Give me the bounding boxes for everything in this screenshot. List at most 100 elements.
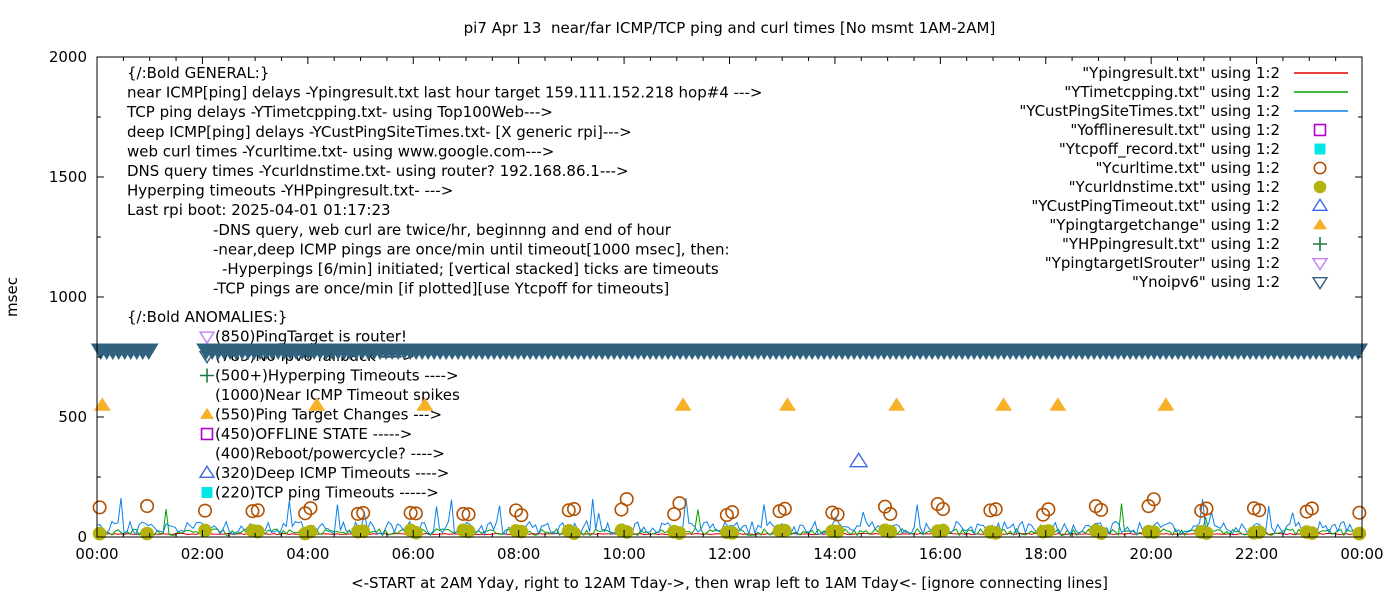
- marker-circle-open: [198, 503, 213, 518]
- marker-circle-open: [930, 497, 945, 512]
- marker-circle-filled: [409, 525, 423, 540]
- marker-circle-open: [1313, 161, 1327, 175]
- legend-label: "YTimetcpping.txt" using 1:2: [1064, 83, 1280, 101]
- x-tick-label: 02:00: [181, 545, 224, 563]
- legend-label: "YpingtargetISrouter" using 1:2: [1045, 254, 1280, 272]
- marker-circle-open: [1094, 502, 1109, 517]
- marker-circle-filled: [303, 524, 318, 539]
- legend: "Ypingresult.txt" using 1:2"YTimetcpping…: [1019, 64, 1348, 291]
- marker-circle-open: [245, 504, 260, 519]
- legend-label: "Ycurltime.txt" using 1:2: [1095, 159, 1280, 177]
- marker-circle-open: [1252, 503, 1267, 518]
- marker-circle-filled: [672, 526, 687, 540]
- anomaly-annotation-line: (450)OFFLINE STATE ----->: [215, 425, 412, 443]
- x-tick-label: 18:00: [1024, 545, 1067, 563]
- general-annotation-line: -near,deep ICMP pings are once/min until…: [213, 240, 730, 258]
- marker-circle-open: [1352, 505, 1367, 520]
- general-annotation-line: Hyperping timeouts -YHPpingresult.txt- -…: [127, 182, 453, 200]
- marker-circle-open: [356, 505, 371, 520]
- marker-circle-filled: [1313, 180, 1327, 194]
- noipv6-triangle: [138, 343, 159, 360]
- marker-circle-open: [672, 496, 687, 511]
- marker-circle-filled: [988, 526, 1003, 540]
- marker-triangle-filled: [1157, 397, 1175, 411]
- marker-circle-filled: [140, 526, 154, 541]
- y-tick-label: 2000: [49, 48, 87, 66]
- marker-circle-filled: [198, 523, 212, 538]
- series-YCustPingTimeout.txt: [848, 452, 869, 468]
- x-tick-label: 16:00: [919, 545, 962, 563]
- anomaly-annotation-line: {/:Bold ANOMALIES:}: [127, 308, 287, 326]
- marker-circle-filled: [1094, 526, 1108, 540]
- marker-circle-filled: [567, 526, 581, 541]
- marker-circle-open: [935, 501, 951, 517]
- series-Ynoipv6-band: [90, 343, 1369, 360]
- marker-circle-filled: [250, 524, 265, 539]
- anomaly-annotation-line: (1000)Near ICMP Timeout spikes: [215, 386, 460, 404]
- marker-circle-open: [566, 501, 582, 517]
- marker-circle-open: [508, 503, 524, 518]
- marker-circle-open: [1146, 492, 1161, 507]
- marker-circle-open: [456, 506, 471, 521]
- marker-circle-filled: [461, 524, 476, 539]
- marker-triangle-filled: [674, 397, 692, 411]
- anomaly-annotation-line: (320)Deep ICMP Timeouts ---->: [215, 464, 449, 482]
- marker-triangle-filled: [308, 397, 326, 411]
- marker-circle-open: [408, 506, 423, 521]
- marker-circle-open: [350, 506, 365, 521]
- marker-circle-open: [619, 492, 634, 507]
- marker-circle-open: [725, 505, 740, 520]
- marker-triangle-open: [198, 465, 216, 479]
- marker-circle-open: [403, 505, 418, 520]
- marker-circle-filled: [778, 523, 792, 538]
- marker-triangle-down-open: [1311, 276, 1329, 290]
- marker-circle-open: [830, 507, 845, 522]
- marker-square-filled: [1314, 143, 1326, 155]
- marker-circle-filled: [1352, 526, 1367, 541]
- annotations: {/:Bold GENERAL:} near ICMP[ping] delays …: [126, 64, 762, 502]
- marker-circle-filled: [1199, 526, 1214, 540]
- marker-circle-open: [92, 500, 107, 515]
- marker-circle-filled: [725, 526, 739, 540]
- y-tick-label: 0: [77, 528, 87, 546]
- y-tick-label: 1500: [49, 168, 87, 186]
- x-tick-label: 20:00: [1130, 545, 1173, 563]
- x-tick-label: 06:00: [392, 545, 435, 563]
- x-axis-label: <-START at 2AM Yday, right to 12AM Tday-…: [351, 574, 1108, 592]
- x-tick-label: 00:00: [1340, 545, 1383, 563]
- legend-label: "Ytcpoff_record.txt" using 1:2: [1059, 140, 1280, 159]
- general-annotation-line: -Hyperpings [6/min] initiated; [vertical…: [222, 260, 719, 278]
- marker-square-filled: [201, 487, 213, 498]
- legend-label: "Ypingtargetchange" using 1:2: [1049, 216, 1280, 234]
- x-tick-label: 22:00: [1235, 545, 1278, 563]
- x-tick-label: 08:00: [497, 545, 540, 563]
- y-axis-label: msec: [3, 277, 21, 317]
- marker-circle-filled: [92, 526, 107, 541]
- anomaly-annotation-line: (400)Reboot/powercycle? ---->: [215, 445, 445, 463]
- marker-circle-open: [140, 499, 155, 514]
- x-tick-label: 12:00: [708, 545, 751, 563]
- legend-label: "YHPpingresult.txt" using 1:2: [1062, 235, 1280, 253]
- marker-triangle-filled: [200, 407, 214, 419]
- general-annotation-line: DNS query times -Ycurldnstime.txt- using…: [127, 162, 629, 180]
- marker-circle-open: [1199, 501, 1214, 516]
- marker-circle-filled: [830, 524, 845, 539]
- x-tick-label: 00:00: [75, 545, 118, 563]
- marker-square-open: [1313, 123, 1327, 137]
- marker-triangle-filled: [888, 397, 906, 411]
- anomaly-annotation-line: (550)Ping Target Changes --->: [215, 406, 442, 424]
- marker-circle-open: [250, 503, 265, 518]
- general-annotation-line: near ICMP[ping] delays -Ypingresult.txt …: [127, 84, 762, 102]
- marker-circle-open: [877, 499, 893, 514]
- marker-circle-filled: [1252, 525, 1267, 540]
- marker-triangle-filled: [93, 397, 111, 411]
- marker-circle-open: [303, 501, 318, 516]
- marker-circle-open: [514, 508, 529, 523]
- legend-label: "Ycurldnstime.txt" using 1:2: [1069, 178, 1280, 196]
- anomaly-annotation-line: (500+)Hyperping Timeouts ---->: [215, 367, 459, 385]
- legend-label: "YCustPingTimeout.txt" using 1:2: [1031, 197, 1280, 215]
- y-tick-label: 500: [58, 408, 87, 426]
- anomaly-annotation-line: (850)PingTarget is router!: [215, 328, 407, 346]
